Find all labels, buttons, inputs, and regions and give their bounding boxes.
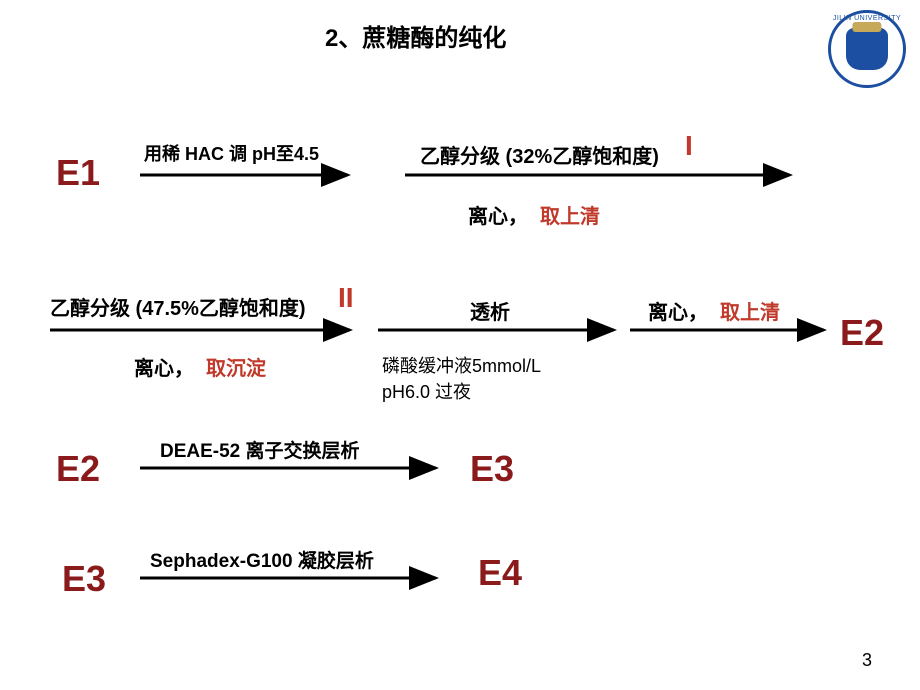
stage-e2-right: E2	[840, 312, 884, 354]
stage-e1: E1	[56, 152, 100, 194]
roman-one: I	[685, 130, 693, 162]
take-supernatant-2: 取上清	[720, 296, 780, 325]
buffer-line2: pH6.0 过夜	[382, 378, 471, 404]
centrifuge-2a: 离心，	[134, 352, 194, 381]
stage-e2-left: E2	[56, 448, 100, 490]
stage-e4: E4	[478, 552, 522, 594]
university-logo: JILIN UNIVERSITY · CHINA	[828, 10, 906, 88]
step-ethanol-47: 乙醇分级 (47.5%乙醇饱和度)	[50, 292, 306, 321]
roman-two: II	[338, 282, 354, 314]
step-sephadex: Sephadex-G100 凝胶层析	[150, 546, 374, 573]
step-dialysis: 透析	[470, 296, 510, 325]
take-precipitate: 取沉淀	[206, 352, 266, 381]
stage-e3-left: E3	[62, 558, 106, 600]
arrow-1	[0, 0, 920, 690]
centrifuge-1a: 离心，	[468, 200, 528, 229]
step-ethanol-32: 乙醇分级 (32%乙醇饱和度)	[420, 140, 659, 169]
take-supernatant-1: 取上清	[540, 200, 600, 229]
slide-title: 2、蔗糖酶的纯化	[325, 18, 506, 53]
centrifuge-3a: 离心，	[648, 296, 708, 325]
step-deae52: DEAE-52 离子交换层析	[160, 436, 360, 463]
stage-e3-right: E3	[470, 448, 514, 490]
step-hac-ph: 用稀 HAC 调 pH至4.5	[144, 140, 319, 166]
page-number: 3	[862, 650, 872, 671]
buffer-line1: 磷酸缓冲液5mmol/L	[382, 352, 541, 378]
logo-shield-icon	[846, 28, 888, 70]
